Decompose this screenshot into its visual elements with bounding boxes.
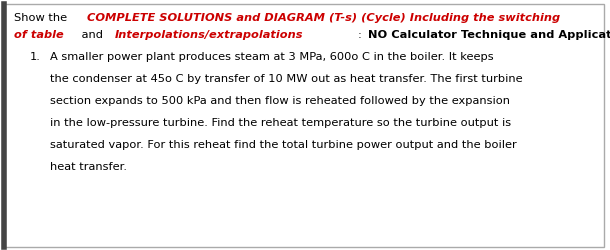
Text: of table: of table	[14, 30, 64, 40]
Text: saturated vapor. For this reheat find the total turbine power output and the boi: saturated vapor. For this reheat find th…	[50, 140, 517, 150]
FancyBboxPatch shape	[4, 4, 604, 247]
Text: 1.: 1.	[30, 52, 41, 62]
Text: A smaller power plant produces steam at 3 MPa, 600o C in the boiler. It keeps: A smaller power plant produces steam at …	[50, 52, 493, 62]
Text: and: and	[78, 30, 107, 40]
Text: section expands to 500 kPa and then flow is reheated followed by the expansion: section expands to 500 kPa and then flow…	[50, 96, 510, 106]
Text: Interpolations/extrapolations: Interpolations/extrapolations	[115, 30, 304, 40]
Text: NO Calculator Technique and Applications: NO Calculator Technique and Applications	[368, 30, 610, 40]
Text: COMPLETE SOLUTIONS and DIAGRAM (T-s) (Cycle) Including the switching: COMPLETE SOLUTIONS and DIAGRAM (T-s) (Cy…	[87, 13, 561, 23]
Text: :: :	[358, 30, 366, 40]
Text: in the low-pressure turbine. Find the reheat temperature so the turbine output i: in the low-pressure turbine. Find the re…	[50, 118, 511, 128]
Text: heat transfer.: heat transfer.	[50, 162, 127, 172]
Text: Show the: Show the	[14, 13, 71, 23]
Text: the condenser at 45o C by transfer of 10 MW out as heat transfer. The first turb: the condenser at 45o C by transfer of 10…	[50, 74, 523, 84]
